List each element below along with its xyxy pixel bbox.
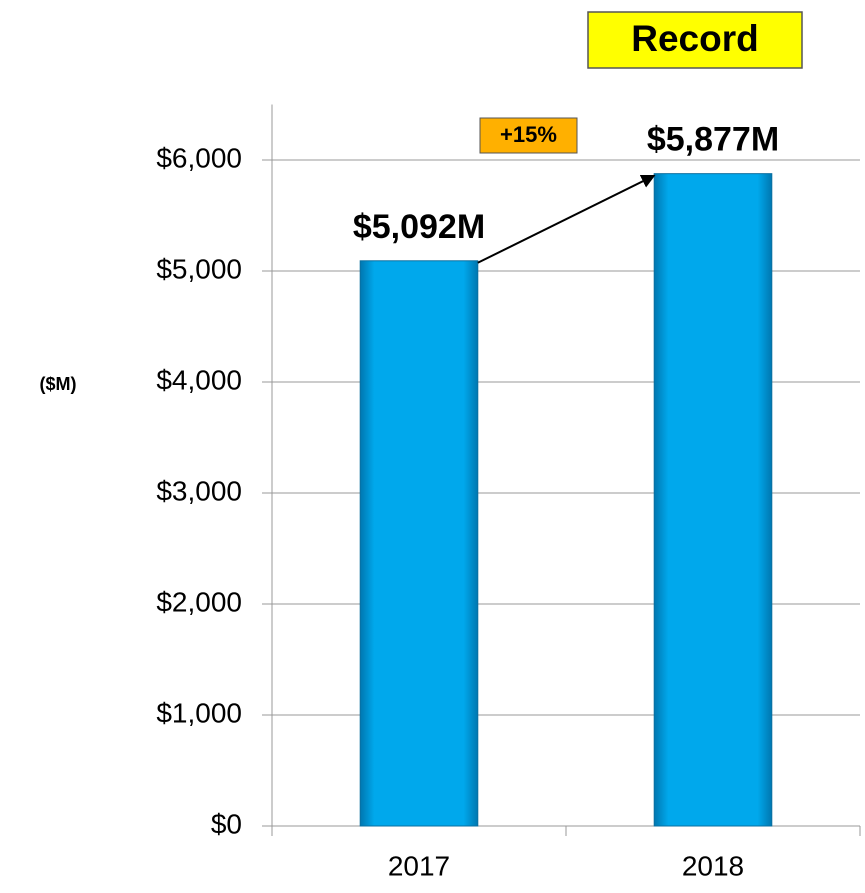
y-tick-label: $3,000 (156, 475, 242, 506)
growth-annotation: +15% (500, 122, 557, 147)
y-tick-label: $0 (211, 808, 242, 839)
y-tick-label: $2,000 (156, 586, 242, 617)
y-axis-label: ($M) (40, 374, 77, 394)
record-box (587, 11, 803, 69)
bar (653, 173, 773, 827)
x-tick-label: 2017 (388, 850, 450, 881)
record-annotation: Record (631, 18, 758, 59)
y-tick-label: $4,000 (156, 364, 242, 395)
value-label: $5,092M (353, 208, 485, 246)
growth-arrow (477, 174, 656, 264)
growth-box (479, 117, 578, 154)
bar (359, 260, 479, 827)
value-label: $5,877M (647, 121, 779, 159)
y-tick-label: $5,000 (156, 253, 242, 284)
x-tick-label: 2018 (682, 850, 744, 881)
y-tick-label: $1,000 (156, 697, 242, 728)
y-tick-label: $6,000 (156, 142, 242, 173)
